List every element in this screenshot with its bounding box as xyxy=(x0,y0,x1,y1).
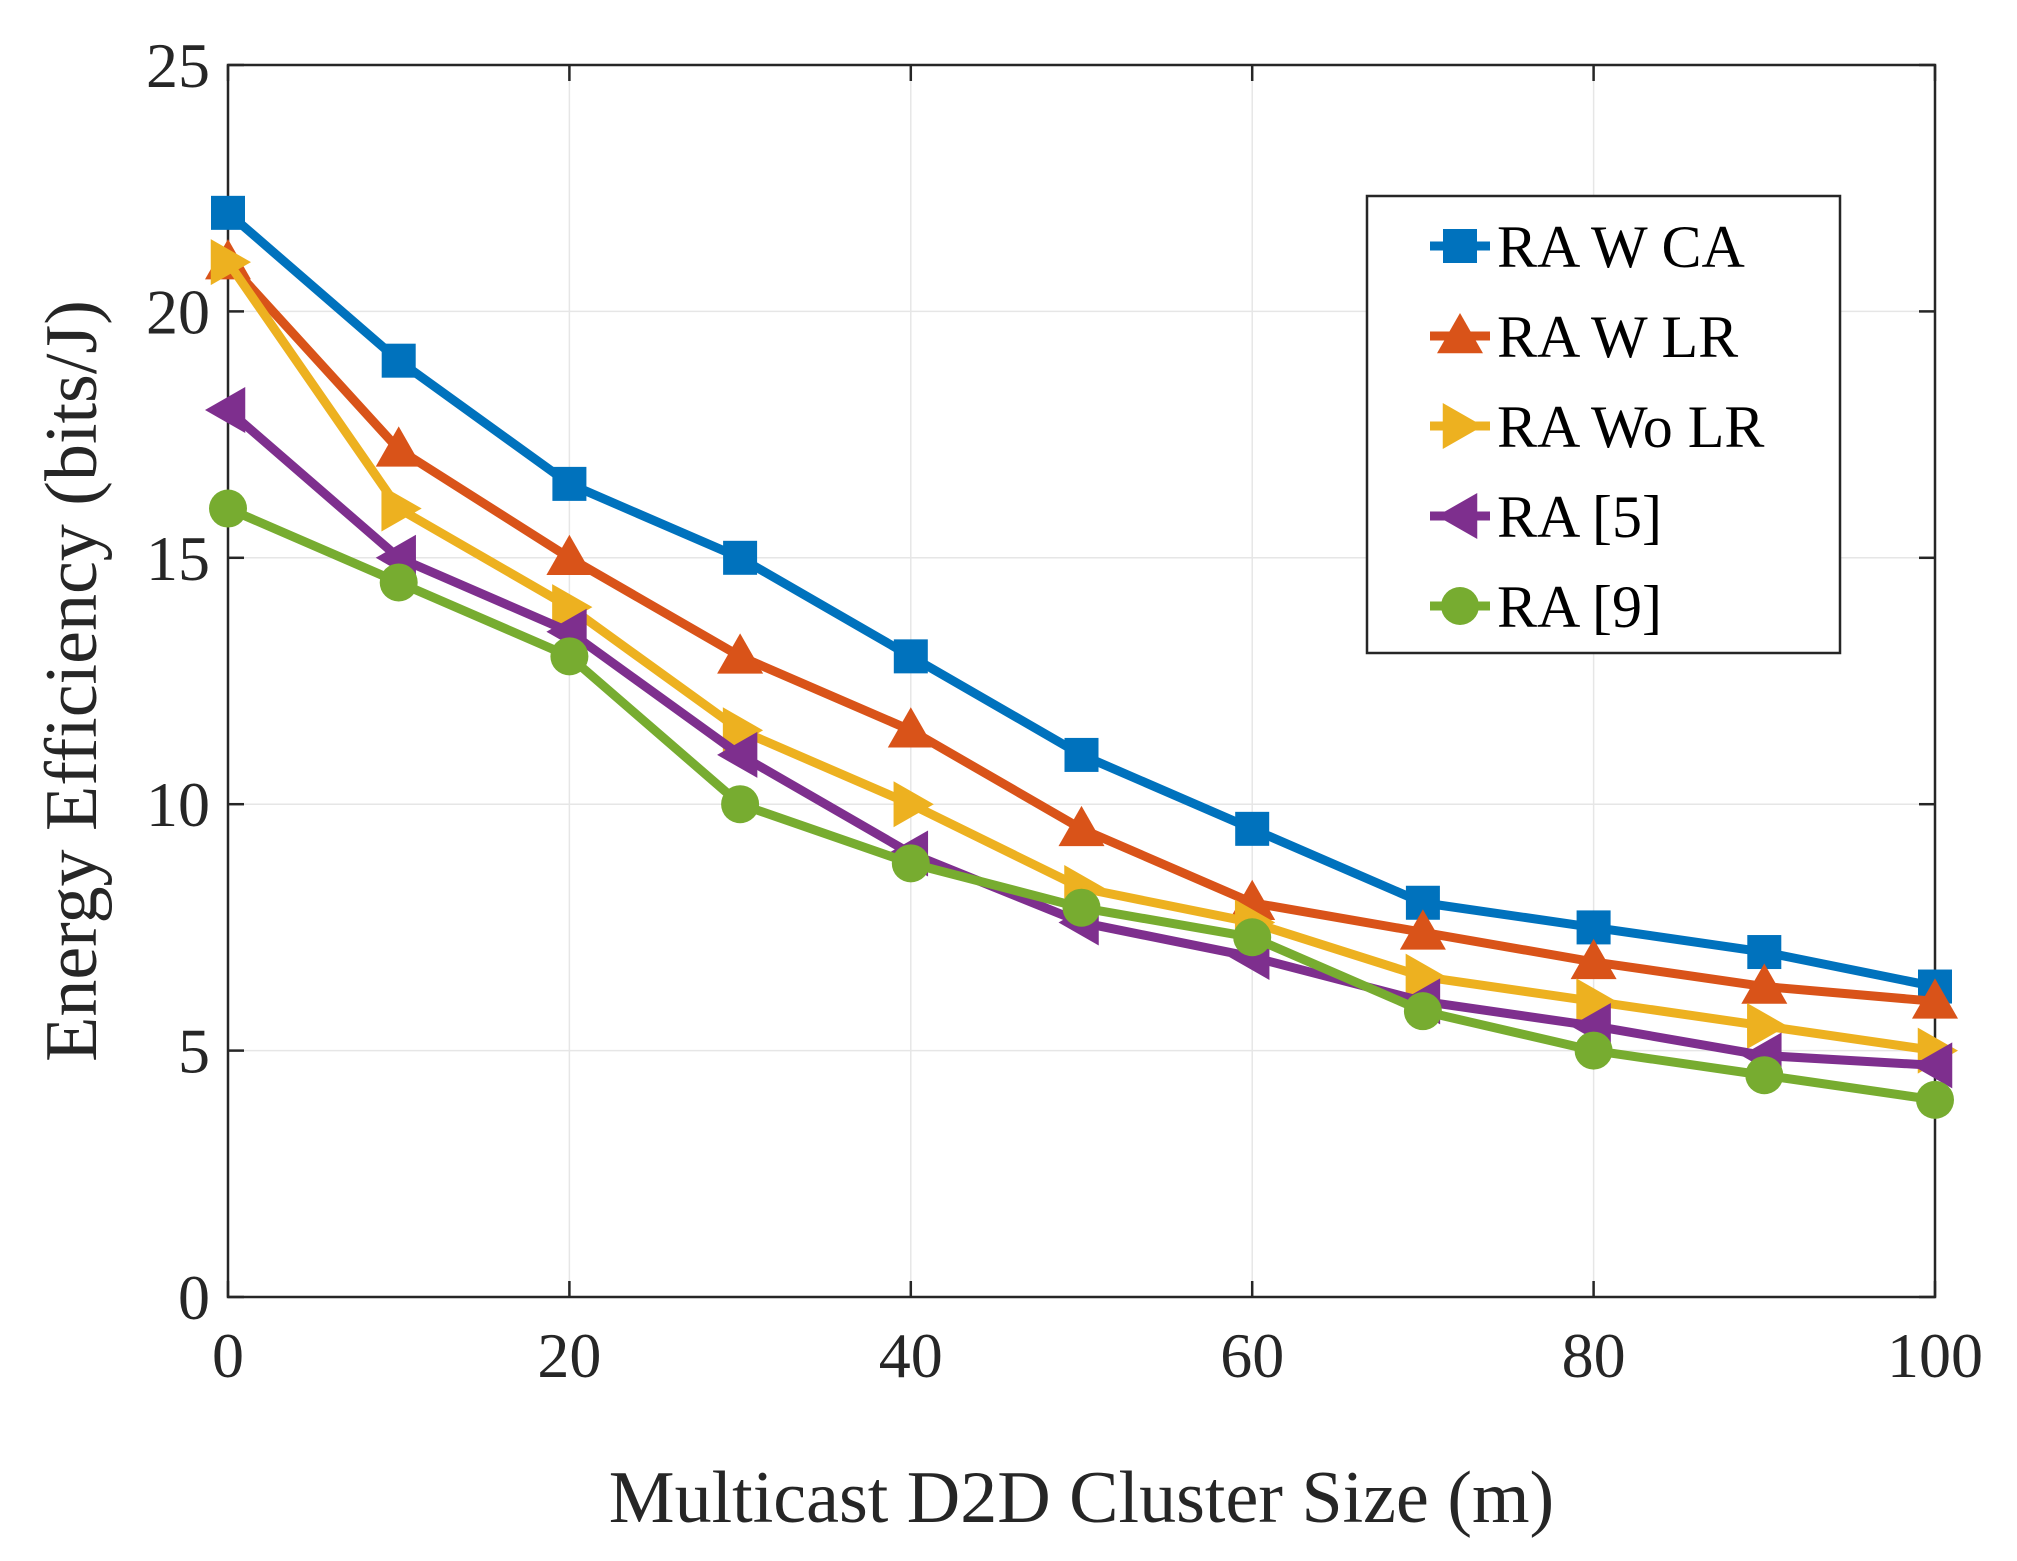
data-point xyxy=(379,563,418,602)
legend-marker xyxy=(1441,587,1479,625)
data-point xyxy=(893,639,928,674)
legend: RA W CA RA W LR RA Wo LR RA [5] RA [9] xyxy=(1365,194,1842,655)
legend-label: RA W CA xyxy=(1497,214,1745,280)
x-tick-label: 100 xyxy=(1887,1320,1983,1391)
data-point xyxy=(1747,1002,1788,1049)
data-point xyxy=(1912,978,1958,1019)
data-point xyxy=(1745,1056,1784,1095)
data-point xyxy=(381,485,422,532)
data-point xyxy=(1574,1031,1613,1070)
data-point xyxy=(891,844,930,883)
x-axis-label: Multicast D2D Cluster Size (m) xyxy=(609,1457,1554,1539)
data-point xyxy=(1912,1042,1953,1089)
data-point xyxy=(717,731,758,778)
series-ra-9 xyxy=(209,489,1954,1119)
series-ra-w-ca xyxy=(211,195,1952,1004)
axes: 0 20 40 60 80 100 0 5 10 15 20 25 xyxy=(146,30,1983,1391)
data-point xyxy=(1064,737,1099,772)
legend-entry: RA W CA xyxy=(1430,214,1745,280)
data-point xyxy=(1741,963,1788,1004)
data-point xyxy=(1235,811,1270,846)
data-point xyxy=(209,489,247,528)
legend-label: RA Wo LR xyxy=(1497,394,1764,460)
y-axis-label: Energy Efficiency (bits/J) xyxy=(31,300,113,1062)
legend-entry: RA [9] xyxy=(1430,574,1662,640)
data-point xyxy=(211,195,245,230)
data-point xyxy=(1570,938,1617,980)
data-point xyxy=(1916,1080,1954,1119)
data-point xyxy=(1403,992,1442,1031)
y-tick-label: 15 xyxy=(146,523,210,594)
data-point xyxy=(1058,805,1105,847)
data-point xyxy=(721,785,760,824)
data-point xyxy=(717,633,764,674)
plot-area-series xyxy=(205,195,1958,1119)
x-tick-label: 20 xyxy=(537,1320,601,1391)
data-point xyxy=(722,707,764,754)
data-point xyxy=(1576,910,1611,945)
legend-marker xyxy=(1442,403,1483,449)
data-point xyxy=(381,343,416,378)
y-tick-label: 10 xyxy=(146,769,210,840)
series-ra-wo-lr xyxy=(210,239,1958,1074)
x-tick-label: 0 xyxy=(212,1320,244,1391)
data-point xyxy=(893,781,934,828)
x-tick-label: 60 xyxy=(1220,1320,1284,1391)
legend-label: RA [9] xyxy=(1497,574,1662,640)
legend-entry: RA [5] xyxy=(1430,484,1662,550)
data-point xyxy=(546,534,593,576)
data-point xyxy=(552,466,587,501)
data-point xyxy=(1062,888,1101,927)
data-point xyxy=(550,637,589,676)
legend-label: RA [5] xyxy=(1497,484,1662,550)
data-point xyxy=(375,426,422,467)
y-tick-label: 5 xyxy=(178,1016,210,1087)
data-point xyxy=(1576,978,1617,1025)
data-point xyxy=(723,540,758,575)
x-tick-label: 40 xyxy=(879,1320,943,1391)
legend-marker xyxy=(1437,313,1483,354)
x-tick-label: 80 xyxy=(1562,1320,1626,1391)
data-point xyxy=(210,239,251,286)
data-point xyxy=(1399,909,1446,950)
y-tick-label: 0 xyxy=(178,1262,210,1333)
axes-box xyxy=(226,63,1937,1299)
data-point xyxy=(1233,918,1272,957)
legend-entry: RA Wo LR xyxy=(1430,394,1764,460)
y-tick-label: 25 xyxy=(146,30,210,101)
data-point xyxy=(205,386,246,433)
y-tick-label: 20 xyxy=(146,276,210,347)
data-point xyxy=(1747,935,1782,970)
legend-marker xyxy=(1437,493,1478,539)
legend-marker xyxy=(1443,229,1477,263)
data-point xyxy=(1405,953,1446,1000)
legend-entry: RA W LR xyxy=(1430,304,1738,370)
legend-label: RA W LR xyxy=(1497,304,1738,370)
data-point xyxy=(552,584,593,631)
data-point xyxy=(887,707,934,748)
